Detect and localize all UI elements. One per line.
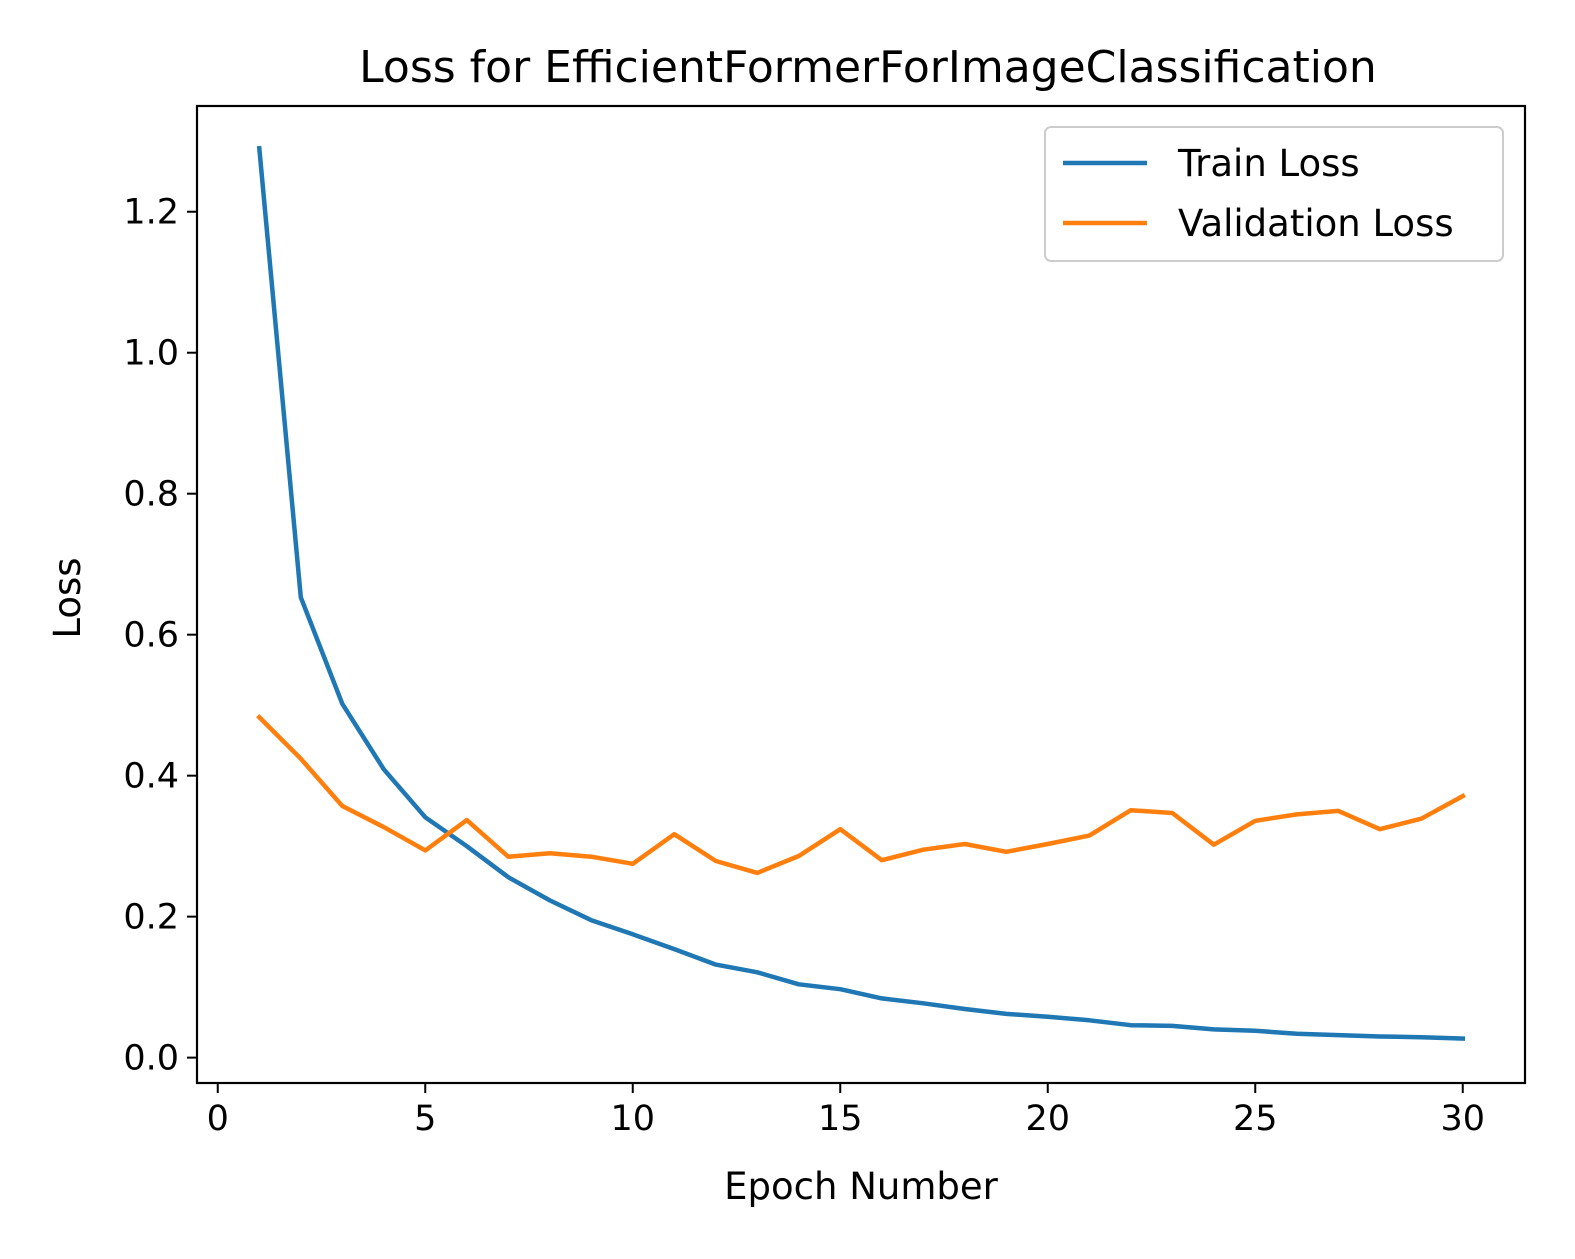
legend-box (1044, 126, 1504, 262)
x-tick-label: 10 (610, 1099, 655, 1139)
y-tick-label: 0.8 (123, 475, 179, 515)
x-tick-label: 0 (207, 1099, 229, 1139)
x-tick-label: 5 (414, 1099, 436, 1139)
x-axis-label: Epoch Number (724, 1165, 998, 1208)
legend: Train Loss Validation Loss (1044, 126, 1504, 262)
x-tick-label: 20 (1025, 1099, 1070, 1139)
y-tick-label: 0.4 (123, 757, 179, 797)
y-tick-label: 1.2 (123, 193, 179, 233)
y-tick-label: 0.0 (123, 1039, 179, 1079)
x-tick-label: 15 (818, 1099, 863, 1139)
legend-label-0: Train Loss (1177, 142, 1360, 185)
plot-area: 0 5 10 15 20 25 30 0.0 0.2 0.4 0.6 0.8 1.0 1.2 (123, 104, 1527, 1139)
series-line-0 (256, 145, 1466, 1041)
y-tick-label: 0.2 (123, 898, 179, 938)
series-line-1 (256, 714, 1466, 876)
y-tick-label: 1.0 (123, 334, 179, 374)
y-axis-label: Loss (46, 557, 89, 638)
legend-label-1: Validation Loss (1178, 202, 1454, 245)
y-tick-label: 0.6 (123, 616, 179, 656)
axes-frame (195, 104, 1527, 1085)
x-tick-label: 25 (1233, 1099, 1278, 1139)
chart-title: Loss for EfficientFormerForImageClassifi… (359, 42, 1377, 93)
x-tick-label: 30 (1440, 1099, 1485, 1139)
